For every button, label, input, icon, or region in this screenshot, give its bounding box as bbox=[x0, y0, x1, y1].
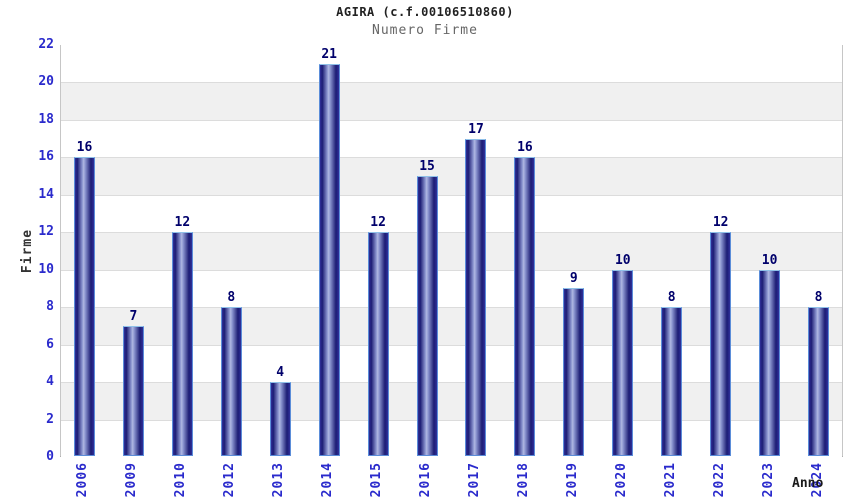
grid-band bbox=[61, 194, 842, 233]
y-tick-label: 20 bbox=[38, 74, 54, 90]
bar bbox=[269, 382, 291, 456]
bar-value-label: 12 bbox=[370, 215, 386, 231]
bar bbox=[73, 157, 95, 456]
y-tick-label: 14 bbox=[38, 186, 54, 202]
bar bbox=[563, 288, 585, 456]
x-tick-label: 2015 bbox=[369, 462, 385, 498]
bar bbox=[612, 269, 634, 456]
gridline bbox=[61, 344, 842, 346]
x-tick-label: 2016 bbox=[418, 462, 434, 498]
y-tick-label: 18 bbox=[38, 111, 54, 127]
x-tick-label: 2010 bbox=[173, 462, 189, 498]
x-tick-label: 2017 bbox=[466, 462, 482, 498]
bar bbox=[220, 307, 242, 456]
bar bbox=[710, 232, 732, 456]
bar bbox=[416, 176, 438, 456]
bar-value-label: 8 bbox=[667, 290, 676, 306]
y-tick-label: 2 bbox=[46, 411, 54, 427]
x-tick-label: 2013 bbox=[271, 462, 287, 498]
bar-value-label: 16 bbox=[76, 140, 93, 156]
gridline bbox=[61, 157, 842, 159]
y-tick-label: 12 bbox=[38, 224, 54, 240]
y-tick-label: 10 bbox=[38, 261, 54, 277]
chart-subtitle: Numero Firme bbox=[372, 23, 478, 38]
grid-band bbox=[61, 82, 842, 120]
bar-value-label: 12 bbox=[174, 215, 191, 231]
x-tick-label: 2020 bbox=[613, 462, 629, 498]
x-tick-label: 2018 bbox=[515, 462, 531, 498]
bar-value-label: 4 bbox=[276, 365, 285, 381]
bar bbox=[318, 63, 340, 456]
x-tick-label: 2023 bbox=[760, 462, 776, 498]
bar bbox=[514, 157, 536, 456]
chart-title: AGIRA (c.f.00106510860) bbox=[336, 5, 514, 19]
y-tick-label: 8 bbox=[46, 299, 54, 315]
y-tick-label: 0 bbox=[46, 449, 54, 464]
gridline bbox=[61, 194, 842, 196]
bar bbox=[171, 232, 193, 456]
x-tick-label: 2022 bbox=[711, 462, 727, 498]
x-axis-title: Anno bbox=[792, 476, 824, 491]
bar-value-label: 7 bbox=[129, 308, 138, 324]
x-tick-label: 2009 bbox=[124, 462, 140, 498]
grid-band bbox=[61, 157, 842, 195]
bar-value-label: 12 bbox=[712, 215, 729, 231]
bar-value-label: 9 bbox=[569, 271, 578, 287]
gridline bbox=[61, 269, 842, 271]
grid-band bbox=[61, 119, 842, 158]
y-tick-label: 4 bbox=[46, 374, 54, 390]
y-tick-label: 6 bbox=[46, 336, 54, 352]
bar-value-label: 15 bbox=[419, 159, 435, 175]
x-tick-label: 2012 bbox=[222, 462, 238, 498]
gridline bbox=[61, 82, 842, 84]
x-tick-label: 2006 bbox=[75, 462, 91, 498]
bar-value-label: 10 bbox=[614, 252, 631, 268]
gridline bbox=[61, 232, 842, 234]
gridline bbox=[61, 307, 842, 309]
bar-value-label: 8 bbox=[227, 290, 236, 306]
bar-value-label: 10 bbox=[761, 252, 778, 268]
bar bbox=[661, 307, 683, 456]
bar bbox=[465, 138, 487, 456]
x-tick-label: 2021 bbox=[662, 462, 678, 498]
bar bbox=[759, 269, 781, 456]
bar bbox=[367, 232, 389, 456]
x-tick-label: 2019 bbox=[564, 462, 580, 498]
gridline bbox=[61, 119, 842, 121]
bar bbox=[122, 325, 144, 456]
bar-value-label: 8 bbox=[814, 290, 823, 306]
bar-value-label: 21 bbox=[321, 46, 337, 62]
bar-value-label: 16 bbox=[517, 140, 533, 156]
gridline bbox=[61, 382, 842, 384]
gridline bbox=[61, 419, 842, 421]
grid-band bbox=[61, 45, 842, 83]
bar bbox=[808, 307, 830, 456]
x-tick-label: 2014 bbox=[320, 462, 336, 498]
y-tick-label: 22 bbox=[38, 37, 54, 52]
y-tick-label: 16 bbox=[38, 149, 54, 165]
bar-value-label: 17 bbox=[468, 121, 484, 137]
